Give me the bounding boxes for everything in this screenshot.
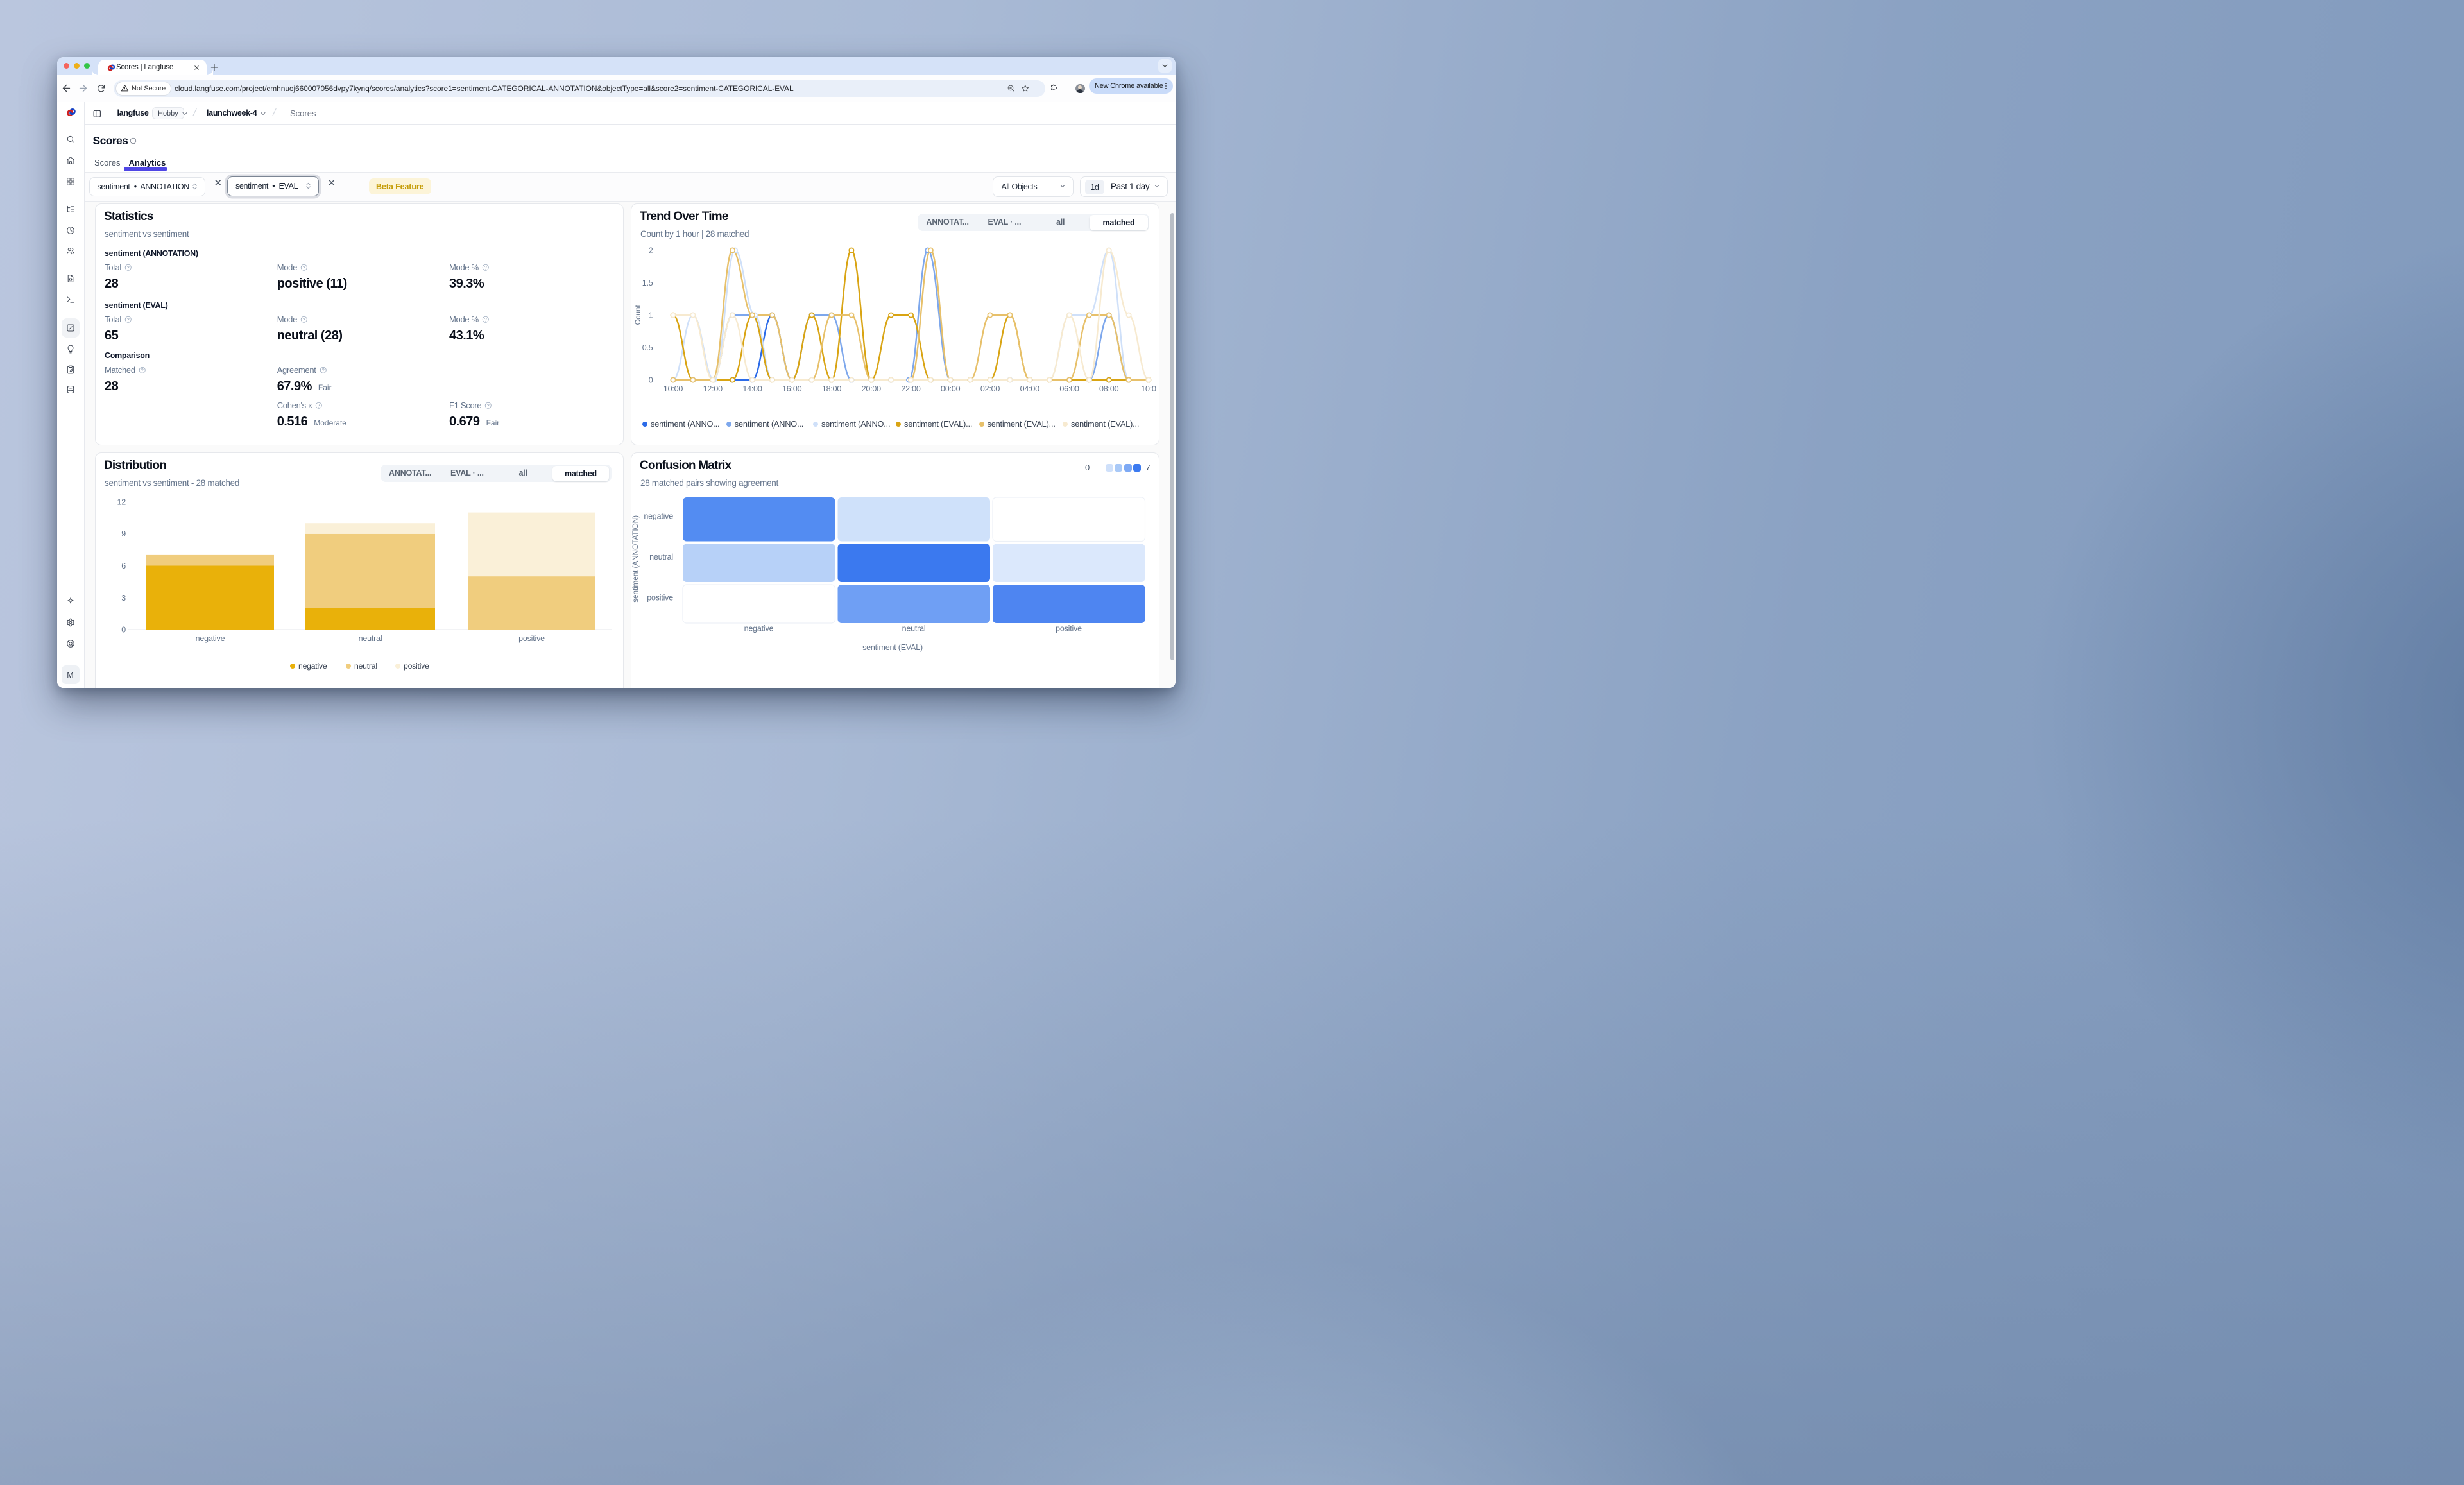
svg-text:00:00: 00:00 bbox=[941, 384, 961, 393]
svg-text:negative: negative bbox=[744, 624, 774, 633]
svg-text:1.5: 1.5 bbox=[642, 279, 653, 288]
svg-text:negative: negative bbox=[196, 634, 225, 643]
svg-text:10:00: 10:00 bbox=[663, 384, 683, 393]
svg-text:0: 0 bbox=[649, 376, 653, 385]
svg-text:9: 9 bbox=[121, 529, 126, 538]
svg-text:positive: positive bbox=[518, 634, 545, 643]
svg-text:sentiment (EVAL): sentiment (EVAL) bbox=[862, 643, 923, 652]
svg-text:08:00: 08:00 bbox=[1099, 384, 1119, 393]
svg-text:neutral: neutral bbox=[902, 624, 926, 633]
svg-text:20:00: 20:00 bbox=[862, 384, 882, 393]
svg-text:14:00: 14:00 bbox=[742, 384, 762, 393]
svg-text:neutral: neutral bbox=[359, 634, 382, 643]
svg-text:sentiment (ANNOTATION): sentiment (ANNOTATION) bbox=[631, 515, 640, 603]
svg-text:1: 1 bbox=[649, 311, 653, 320]
svg-text:12:00: 12:00 bbox=[703, 384, 723, 393]
svg-text:0: 0 bbox=[121, 626, 126, 635]
svg-text:positive: positive bbox=[1056, 624, 1082, 633]
svg-text:10:0: 10:0 bbox=[1141, 384, 1156, 393]
svg-text:16:00: 16:00 bbox=[782, 384, 802, 393]
svg-text:neutral: neutral bbox=[649, 553, 673, 562]
svg-text:12: 12 bbox=[117, 498, 126, 507]
svg-text:02:00: 02:00 bbox=[980, 384, 1000, 393]
svg-text:04:00: 04:00 bbox=[1020, 384, 1040, 393]
svg-text:positive: positive bbox=[647, 594, 673, 603]
svg-text:3: 3 bbox=[121, 594, 126, 603]
svg-text:0.5: 0.5 bbox=[642, 343, 653, 352]
svg-text:2: 2 bbox=[649, 246, 653, 255]
svg-text:negative: negative bbox=[644, 512, 673, 521]
svg-text:22:00: 22:00 bbox=[901, 384, 921, 393]
svg-text:06:00: 06:00 bbox=[1059, 384, 1079, 393]
svg-text:6: 6 bbox=[121, 562, 126, 571]
svg-text:Count: Count bbox=[633, 305, 642, 325]
svg-text:18:00: 18:00 bbox=[822, 384, 842, 393]
